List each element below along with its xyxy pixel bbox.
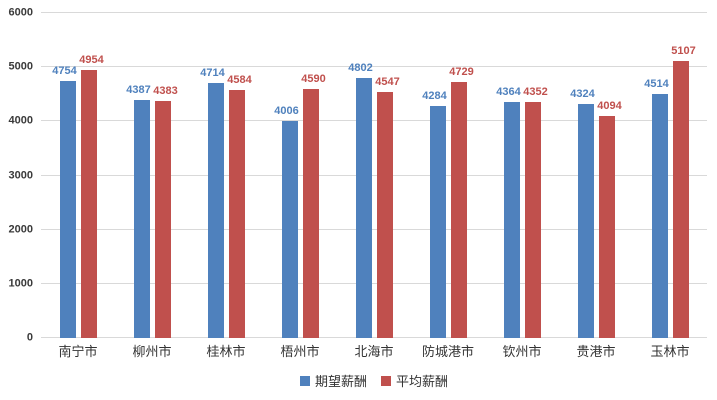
bar-value-label: 4514 xyxy=(644,77,669,90)
bar-value-label: 4383 xyxy=(153,84,178,97)
bar-期望薪酬-钦州市: 4364 xyxy=(496,86,521,338)
bar-value-label: 4006 xyxy=(274,105,299,118)
bar-value-label: 4324 xyxy=(570,87,595,100)
expected-salary-swatch-icon xyxy=(299,375,310,386)
y-tick-label-0: 0 xyxy=(26,331,33,344)
gridline-5000 xyxy=(41,66,707,68)
bar-value-label: 4729 xyxy=(449,65,474,78)
bar-group-南宁市: 4754 4954 xyxy=(41,13,115,338)
gridline-2000 xyxy=(41,228,707,230)
bar-value-label: 4590 xyxy=(301,73,326,86)
bar-value-label: 4802 xyxy=(348,61,373,74)
bar-平均薪酬-南宁市: 4954 xyxy=(79,54,104,338)
bar-group-北海市: 4802 4547 xyxy=(337,13,411,338)
bar-期望薪酬-贵港市: 4324 xyxy=(570,88,595,338)
legend-item-average: 平均薪酬 xyxy=(381,371,448,390)
bar-group-桂林市: 4714 4584 xyxy=(189,13,263,338)
bar-value-label: 4584 xyxy=(227,73,252,86)
gridline-1000 xyxy=(41,282,707,284)
bar-value-label: 4352 xyxy=(523,86,548,99)
y-tick-label-6000: 6000 xyxy=(8,6,33,19)
x-category-label-贵港市: 贵港市 xyxy=(576,344,616,359)
average-salary-swatch-icon xyxy=(381,375,391,386)
bar-期望薪酬-玉林市: 4514 xyxy=(644,78,669,338)
bar-group-钦州市: 4364 4352 xyxy=(485,13,559,338)
x-category-label-南宁市: 南宁市 xyxy=(58,344,98,359)
bar-value-label: 4754 xyxy=(52,64,77,77)
bar-期望薪酬-防城港市: 4284 xyxy=(422,90,447,338)
legend-label-expected: 期望薪酬 xyxy=(314,374,367,389)
bar-group-防城港市: 4284 4729 xyxy=(411,13,485,338)
y-tick-label-3000: 3000 xyxy=(8,169,33,181)
legend: 期望薪酬 平均薪酬 xyxy=(41,371,707,390)
y-tick-label-2000: 2000 xyxy=(8,223,33,236)
bar-groups: 4754 4954 4387 4383 4714 4584 4006 4590 4802 4547… xyxy=(41,13,707,338)
bar-期望薪酬-桂林市: 4714 xyxy=(200,67,225,338)
x-category-label-梧州市: 梧州市 xyxy=(280,344,320,359)
bar-平均薪酬-柳州市: 4383 xyxy=(153,85,178,338)
bar-平均薪酬-玉林市: 5107 xyxy=(671,45,696,338)
x-category-label-柳州市: 柳州市 xyxy=(132,344,172,359)
y-tick-label-1000: 1000 xyxy=(8,277,33,290)
gridline-0 xyxy=(41,337,707,338)
bar-平均薪酬-贵港市: 4094 xyxy=(597,100,622,338)
bar-平均薪酬-梧州市: 4590 xyxy=(301,73,326,338)
bar-value-label: 4284 xyxy=(422,89,447,102)
bar-value-label: 4387 xyxy=(126,84,151,97)
plot-area: 4754 4954 4387 4383 4714 4584 4006 4590 4802 4547… xyxy=(41,12,707,338)
bar-group-梧州市: 4006 4590 xyxy=(263,13,337,338)
x-category-label-玉林市: 玉林市 xyxy=(650,344,690,359)
x-category-label-北海市: 北海市 xyxy=(354,344,394,359)
bar-平均薪酬-桂林市: 4584 xyxy=(227,74,252,338)
y-tick-label-5000: 5000 xyxy=(8,60,33,73)
gridline-3000 xyxy=(41,174,707,176)
gridline-4000 xyxy=(41,120,707,122)
bar-value-label: 4954 xyxy=(79,53,104,66)
bar-value-label: 4547 xyxy=(375,75,400,88)
bar-group-柳州市: 4387 4383 xyxy=(115,13,189,338)
legend-label-average: 平均薪酬 xyxy=(396,374,449,389)
legend-item-expected: 期望薪酬 xyxy=(299,371,367,390)
bar-期望薪酬-南宁市: 4754 xyxy=(52,65,77,338)
y-axis: 0 1000 2000 3000 4000 5000 6000 xyxy=(0,7,36,343)
x-category-label-桂林市: 桂林市 xyxy=(206,344,246,359)
bar-期望薪酬-柳州市: 4387 xyxy=(126,84,151,338)
x-axis: 南宁市 柳州市 桂林市 梧州市 北海市 防城港市 钦州市 贵港市 玉林市 xyxy=(41,344,707,360)
y-tick-label-4000: 4000 xyxy=(8,114,33,127)
bar-value-label: 4094 xyxy=(597,100,622,113)
bar-value-label: 5107 xyxy=(671,45,696,58)
gridline-6000 xyxy=(41,12,707,13)
bar-期望薪酬-梧州市: 4006 xyxy=(274,105,299,338)
bar-平均薪酬-北海市: 4547 xyxy=(375,76,400,338)
x-category-label-钦州市: 钦州市 xyxy=(502,344,542,359)
bar-期望薪酬-北海市: 4802 xyxy=(348,62,373,338)
bar-group-贵港市: 4324 4094 xyxy=(559,13,633,338)
bar-value-label: 4364 xyxy=(496,85,521,98)
bar-group-玉林市: 4514 5107 xyxy=(633,13,707,338)
bar-平均薪酬-防城港市: 4729 xyxy=(449,66,474,338)
bar-value-label: 4714 xyxy=(200,66,225,79)
x-category-label-防城港市: 防城港市 xyxy=(421,344,474,359)
bar-平均薪酬-钦州市: 4352 xyxy=(523,86,548,338)
